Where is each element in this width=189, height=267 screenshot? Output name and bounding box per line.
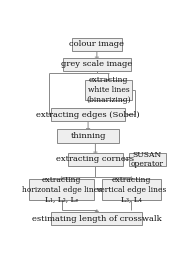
FancyBboxPatch shape [102, 179, 161, 200]
Text: estimating length of crosswalk: estimating length of crosswalk [32, 215, 162, 223]
FancyBboxPatch shape [72, 38, 122, 51]
Text: grey scale image: grey scale image [61, 60, 132, 68]
FancyBboxPatch shape [51, 108, 125, 121]
Text: colour image: colour image [69, 40, 124, 48]
FancyBboxPatch shape [29, 179, 94, 200]
Text: extracting
horizontal edge lines
L₁, L₂, Lₑ: extracting horizontal edge lines L₁, L₂,… [22, 176, 102, 203]
Text: extracting corners: extracting corners [56, 155, 134, 163]
FancyBboxPatch shape [63, 58, 131, 71]
Text: SUSAN
operator: SUSAN operator [131, 151, 164, 168]
FancyBboxPatch shape [57, 129, 119, 143]
FancyBboxPatch shape [85, 80, 132, 100]
Text: extracting
white lines
(binarizing): extracting white lines (binarizing) [86, 76, 131, 104]
FancyBboxPatch shape [51, 212, 142, 225]
FancyBboxPatch shape [67, 153, 123, 166]
Text: extracting
vertical edge lines
L₃, L₄: extracting vertical edge lines L₃, L₄ [96, 176, 167, 203]
Text: thinning: thinning [70, 132, 106, 140]
Text: extracting edges (Sobel): extracting edges (Sobel) [36, 111, 140, 119]
FancyBboxPatch shape [129, 153, 166, 166]
